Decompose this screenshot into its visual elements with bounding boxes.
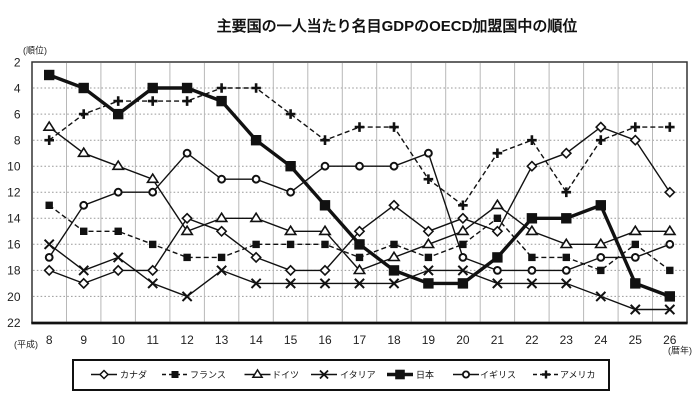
svg-text:イタリア: イタリア — [340, 370, 376, 380]
svg-text:20: 20 — [7, 290, 21, 304]
svg-text:日本: 日本 — [416, 369, 434, 380]
svg-text:14: 14 — [7, 212, 21, 226]
svg-text:16: 16 — [7, 238, 21, 252]
svg-text:25: 25 — [629, 333, 643, 347]
svg-text:主要国の一人当たり名目GDPのOECD加盟国中の順位: 主要国の一人当たり名目GDPのOECD加盟国中の順位 — [217, 17, 578, 35]
svg-text:12: 12 — [180, 333, 194, 347]
svg-text:イギリス: イギリス — [480, 370, 516, 380]
svg-text:6: 6 — [14, 107, 21, 121]
svg-text:アメリカ: アメリカ — [560, 370, 596, 380]
svg-text:4: 4 — [14, 81, 21, 95]
svg-text:21: 21 — [491, 333, 505, 347]
svg-text:18: 18 — [7, 264, 21, 278]
svg-text:26: 26 — [663, 333, 677, 347]
svg-text:ドイツ: ドイツ — [272, 370, 299, 380]
svg-text:(暦年): (暦年) — [668, 345, 692, 356]
svg-text:10: 10 — [7, 160, 21, 174]
svg-text:14: 14 — [249, 333, 263, 347]
svg-text:(順位): (順位) — [23, 45, 47, 56]
svg-text:20: 20 — [456, 333, 470, 347]
svg-text:19: 19 — [422, 333, 436, 347]
svg-text:2: 2 — [14, 55, 21, 69]
svg-text:22: 22 — [525, 333, 539, 347]
svg-text:8: 8 — [46, 333, 53, 347]
svg-text:(平成): (平成) — [14, 339, 38, 350]
svg-text:11: 11 — [146, 333, 159, 347]
svg-text:17: 17 — [353, 333, 367, 347]
svg-text:フランス: フランス — [190, 370, 226, 380]
svg-text:23: 23 — [560, 333, 574, 347]
svg-text:8: 8 — [14, 134, 21, 148]
svg-text:10: 10 — [112, 333, 126, 347]
svg-text:15: 15 — [284, 333, 298, 347]
svg-text:12: 12 — [7, 186, 21, 200]
svg-text:16: 16 — [318, 333, 332, 347]
svg-text:22: 22 — [7, 316, 21, 330]
svg-text:18: 18 — [387, 333, 401, 347]
svg-text:24: 24 — [594, 333, 608, 347]
svg-text:13: 13 — [215, 333, 229, 347]
svg-text:9: 9 — [80, 333, 87, 347]
svg-text:カナダ: カナダ — [120, 369, 147, 380]
